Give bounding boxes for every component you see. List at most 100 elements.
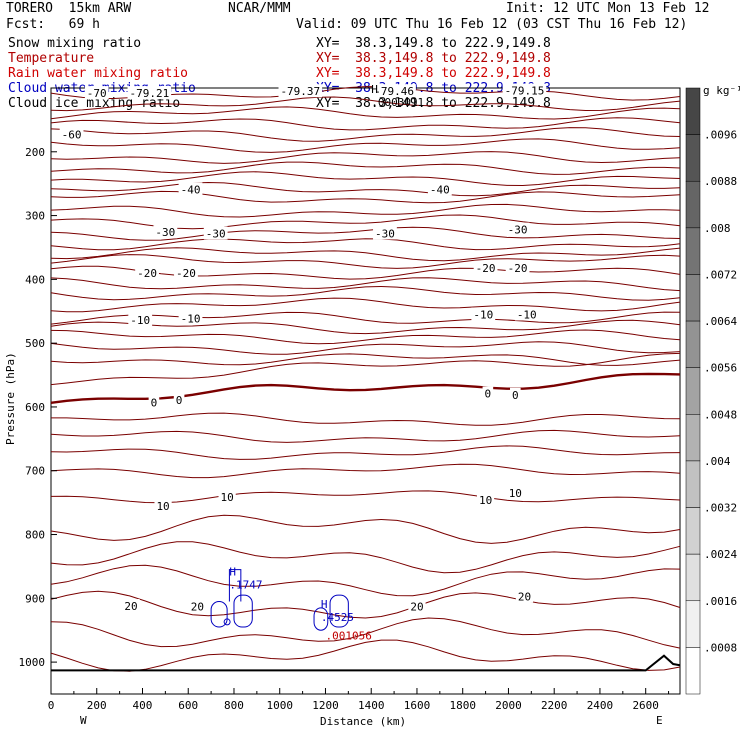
contour-label-bg [174,265,198,279]
contour-label-bg [482,386,494,400]
temperature-contour [50,203,681,218]
y-tick-label: 1000 [19,656,46,669]
contour-label-bg [373,226,397,240]
y-tick-label: 600 [25,401,45,414]
terrain-surface [51,654,681,672]
x-tick-label: 2200 [541,699,568,712]
contour-label-bg [153,225,178,239]
x-tick-label: 800 [224,699,244,712]
contour-label-bg [372,84,416,98]
contour-label: 0 [176,394,183,407]
freezing-level-contour [50,372,681,404]
colorbar-swatch [685,87,701,135]
contour-label-bg [84,86,109,100]
contour-label-bg [203,226,228,240]
temperature-contour [50,311,681,325]
x-tick-label: 600 [178,699,198,712]
temperature-contour [50,190,681,204]
x-tick-label: 2600 [632,699,659,712]
xy-snow: XY= 38.3,149.8 to 222.9,149.8 [316,36,551,51]
colorbar-label: .0064 [704,315,737,328]
temperature-contour [50,564,681,597]
contour-label-bg [59,127,84,141]
temperature-contour [50,341,681,355]
x-tick-label: 2000 [495,699,522,712]
contour-label-bg [510,387,521,401]
x-tick-label: 1400 [358,699,385,712]
colorbar-swatch [685,320,701,368]
temperature-contour [50,254,681,269]
contour-label: 20 [191,601,204,614]
temperature-contour [50,117,681,131]
contour-label-bg [218,489,236,503]
contour-label: 10 [220,491,233,504]
colorbar-swatch [685,647,701,695]
y-tick-label: 400 [25,273,45,286]
temperature-contour [50,285,681,301]
colorbar-units: g kg⁻¹ [703,84,740,97]
colorbar-label: .0024 [704,548,737,561]
cloud-water-contour [223,618,231,626]
colorbar-swatch [685,180,701,229]
x-tick-label: 400 [133,699,153,712]
contour-label: 20 [410,601,423,614]
contour-label-bg [502,83,547,97]
west-marker: W [80,714,87,727]
colorbar-swatch [685,600,701,648]
contour-label: -30 [375,227,395,240]
x-tick-label: 1600 [404,699,431,712]
temperature-contour [50,226,681,241]
temperature-contour [50,352,681,386]
temperature-contour [50,96,681,112]
temperature-contour [50,214,681,230]
colorbar-label: .0032 [704,502,737,515]
cloud-water-contour [233,594,253,628]
colorbar: .0096 .0088 .008 .0072 .0064 .0056 .0048 .004 .0… [685,84,740,695]
colorbar-label: .0056 [704,362,737,375]
contour-label-bg [154,498,172,512]
contour-label: -30 [206,227,226,240]
contour-label-bg [505,222,530,236]
temperature-contour [51,412,681,426]
temperature-contour [50,247,681,262]
x-axis: 0 200 400 600 800 1000 1200 1400 1600 1800 2000 220… [48,688,670,712]
temperature-contour [50,297,681,313]
model-title: TORERO 15km ARW [6,1,132,16]
contour-label: -10 [517,308,537,321]
contour-label: -30 [155,226,175,239]
contour-label: -10 [130,314,150,327]
contour-labels: -70 -79.21 -79.37 -79.46 -79.15 -60 -40 -40 -30 -… [59,83,547,642]
temperature-contour [50,319,681,335]
contour-label: -20 [176,267,196,280]
contour-label: -40 [181,183,201,196]
temperature-contour [50,138,681,153]
xy-rain: XY= 38.3,149.8 to 222.9,149.8 [316,66,551,81]
contour-label-bg [408,599,426,613]
colorbar-label: .0048 [704,408,737,421]
x-tick-label: 1200 [312,699,339,712]
temperature-contour [50,590,681,619]
extremum-value: .1747 [229,578,262,591]
temperature-contour [50,171,681,187]
contour-label: 20 [518,590,531,603]
temperature-contour [50,490,681,504]
contour-label-bg [188,599,206,613]
contour-label-bg [514,307,539,321]
x-tick-label: 1800 [449,699,476,712]
temperature-contours [50,86,681,672]
colorbar-swatch [685,414,701,462]
extremum-marker: H [371,83,378,96]
contour-label: -79.37 [280,85,320,98]
contour-label: -10 [181,312,201,325]
temperature-contour [50,151,681,164]
contour-label: 0 [512,389,519,402]
temperature-contour [50,514,681,544]
colorbar-label: .0016 [704,595,737,608]
contour-label: 10 [156,500,169,513]
temperature-contour [50,429,681,443]
temperature-contour [50,181,681,197]
plot-frame [50,87,681,695]
y-axis: 200 300 400 500 600 700 800 900 1000 [19,146,57,669]
y-axis-label: Pressure (hPa) [4,352,17,445]
east-marker: E [656,714,663,727]
